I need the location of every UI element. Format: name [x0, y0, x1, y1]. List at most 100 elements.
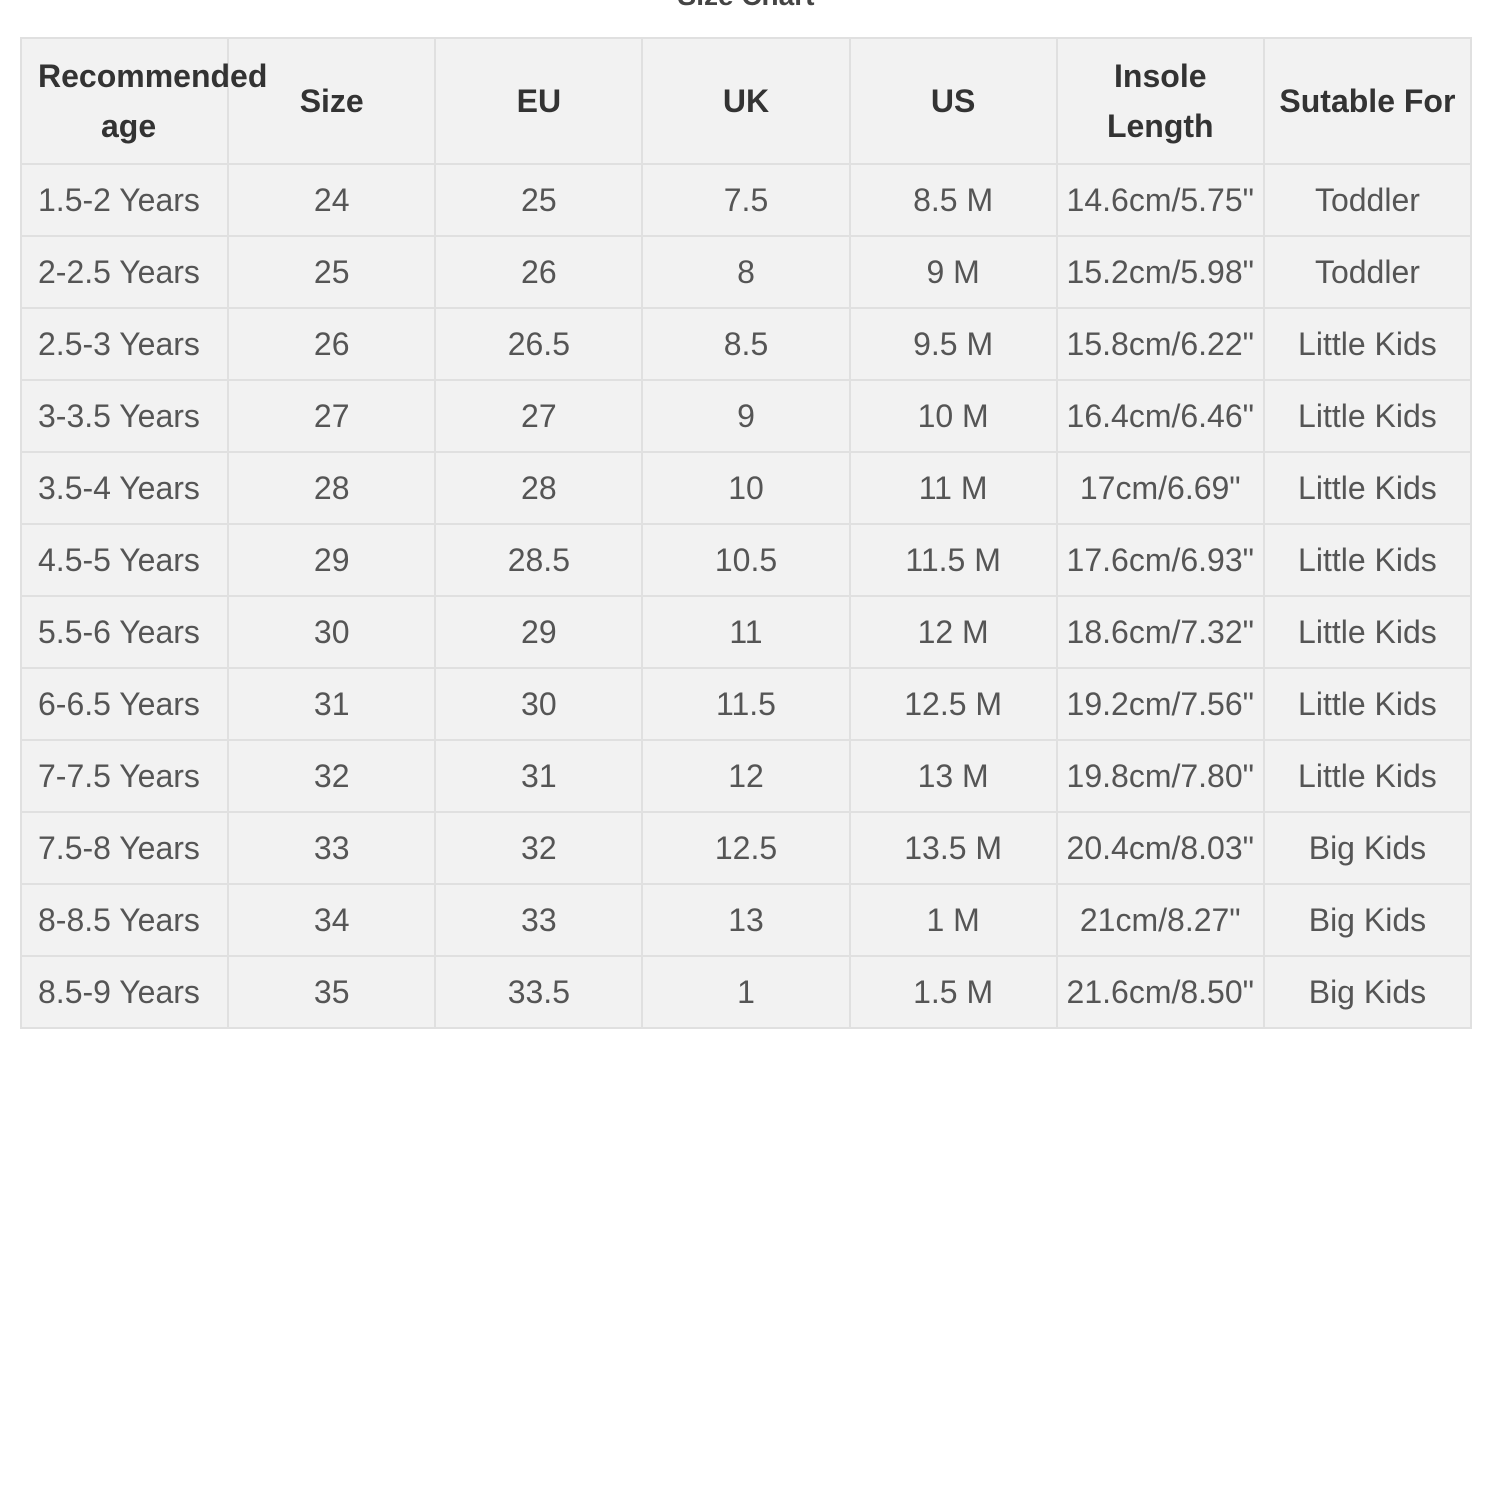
table-cell: Big Kids [1262, 811, 1473, 885]
table-cell: 25 [434, 163, 644, 237]
table-cell: 10 [641, 451, 851, 525]
table-cell: 33.5 [434, 955, 644, 1029]
table-row: 1.5-2 Years 24 25 7.5 8.5 M 14.6cm/5.75" Toddl… [19, 163, 1473, 237]
table-cell: 1 M [848, 883, 1058, 957]
table-cell: 2.5-3 Years [19, 307, 230, 381]
table-row: 3.5-4 Years 28 28 10 11 M 17cm/6.69" Little Ki… [19, 451, 1473, 525]
table-cell: 13 [641, 883, 851, 957]
table-cell: 31 [434, 739, 644, 813]
header-cell: Recommended age [19, 37, 267, 165]
table-cell: 11 M [848, 451, 1058, 525]
table-cell: 33 [434, 883, 644, 957]
header-cell: Insole Length [1055, 37, 1265, 165]
table-cell: 19.8cm/7.80" [1055, 739, 1265, 813]
table-cell: 26 [434, 235, 644, 309]
table-cell: 15.2cm/5.98" [1055, 235, 1265, 309]
table-cell: Big Kids [1262, 955, 1473, 1029]
table-cell: 34 [227, 883, 437, 957]
table-cell: 12.5 [641, 811, 851, 885]
table-cell: Little Kids [1262, 451, 1473, 525]
table-row: 4.5-5 Years 29 28.5 10.5 11.5 M 17.6cm/6.93" L… [19, 523, 1473, 597]
table-cell: 30 [227, 595, 437, 669]
table-cell: 28.5 [434, 523, 644, 597]
table-cell: 33 [227, 811, 437, 885]
table-cell: 9.5 M [848, 307, 1058, 381]
table-cell: 28 [227, 451, 437, 525]
table-cell: 10 M [848, 379, 1058, 453]
table-cell: Little Kids [1262, 379, 1473, 453]
table-row: 7.5-8 Years 33 32 12.5 13.5 M 20.4cm/8.03" Big… [19, 811, 1473, 885]
table-cell: 7-7.5 Years [19, 739, 230, 813]
table-cell: 21cm/8.27" [1055, 883, 1265, 957]
table-row: 8-8.5 Years 34 33 13 1 M 21cm/8.27" Big Kids [19, 883, 1473, 957]
table-cell: 8-8.5 Years [19, 883, 230, 957]
header-cell: Size [227, 37, 437, 165]
table-cell: 17.6cm/6.93" [1055, 523, 1265, 597]
table-cell: 12 [641, 739, 851, 813]
table-cell: 15.8cm/6.22" [1055, 307, 1265, 381]
table-cell: 8.5 M [848, 163, 1058, 237]
table-cell: 19.2cm/7.56" [1055, 667, 1265, 741]
table-cell: Little Kids [1262, 739, 1473, 813]
table-cell: 6-6.5 Years [19, 667, 230, 741]
table-cell: Little Kids [1262, 667, 1473, 741]
table-row: 3-3.5 Years 27 27 9 10 M 16.4cm/6.46" Little K… [19, 379, 1473, 453]
table-cell: 4.5-5 Years [19, 523, 230, 597]
table-cell: 28 [434, 451, 644, 525]
table-row: 7-7.5 Years 32 31 12 13 M 19.8cm/7.80" Little … [19, 739, 1473, 813]
header-cell: Sutable For [1262, 37, 1473, 165]
table-cell: Toddler [1262, 235, 1473, 309]
size-table: Recommended age Size EU UK US Insole Length Su… [19, 37, 1473, 1029]
table-header: Recommended age Size EU UK US Insole Length Su… [19, 37, 1473, 165]
table-cell: 14.6cm/5.75" [1055, 163, 1265, 237]
table-cell: 16.4cm/6.46" [1055, 379, 1265, 453]
table-cell: 17cm/6.69" [1055, 451, 1265, 525]
table-row: 8.5-9 Years 35 33.5 1 1.5 M 21.6cm/8.50" Big K… [19, 955, 1473, 1029]
table-cell: 1.5-2 Years [19, 163, 230, 237]
table-cell: 27 [434, 379, 644, 453]
table-cell: 12 M [848, 595, 1058, 669]
table-row: 2-2.5 Years 25 26 8 9 M 15.2cm/5.98" Toddler [19, 235, 1473, 309]
table-cell: Big Kids [1262, 883, 1473, 957]
table-cell: 11.5 M [848, 523, 1058, 597]
table-cell: 25 [227, 235, 437, 309]
table-row: 6-6.5 Years 31 30 11.5 12.5 M 19.2cm/7.56" Lit… [19, 667, 1473, 741]
table-cell: 8 [641, 235, 851, 309]
table-cell: 9 M [848, 235, 1058, 309]
table-cell: 8.5-9 Years [19, 955, 230, 1029]
table-cell: 1.5 M [848, 955, 1058, 1029]
table-cell: 1 [641, 955, 851, 1029]
table-cell: 20.4cm/8.03" [1055, 811, 1265, 885]
table-cell: Little Kids [1262, 523, 1473, 597]
table-cell: 27 [227, 379, 437, 453]
table-cell: 18.6cm/7.32" [1055, 595, 1265, 669]
table-cell: 35 [227, 955, 437, 1029]
table-cell: 7.5 [641, 163, 851, 237]
table-cell: 7.5-8 Years [19, 811, 230, 885]
header-cell: US [848, 37, 1058, 165]
table-cell: 11.5 [641, 667, 851, 741]
table-cell: 29 [227, 523, 437, 597]
header-row: Recommended age Size EU UK US Insole Length Su… [19, 37, 1473, 165]
table-cell: 24 [227, 163, 437, 237]
table-cell: 11 [641, 595, 851, 669]
header-cell: EU [434, 37, 644, 165]
table-cell: 31 [227, 667, 437, 741]
table-cell: 26 [227, 307, 437, 381]
table-cell: Little Kids [1262, 595, 1473, 669]
table-cell: 3.5-4 Years [19, 451, 230, 525]
table-row: 5.5-6 Years 30 29 11 12 M 18.6cm/7.32" Little … [19, 595, 1473, 669]
table-cell: 5.5-6 Years [19, 595, 230, 669]
table-cell: 12.5 M [848, 667, 1058, 741]
table-cell: 29 [434, 595, 644, 669]
table-body: 1.5-2 Years 24 25 7.5 8.5 M 14.6cm/5.75" Toddl… [19, 163, 1473, 1029]
table-row: 2.5-3 Years 26 26.5 8.5 9.5 M 15.8cm/6.22" Lit… [19, 307, 1473, 381]
table-cell: 3-3.5 Years [19, 379, 230, 453]
table-cell: Little Kids [1262, 307, 1473, 381]
table-cell: 10.5 [641, 523, 851, 597]
table-cell: 32 [434, 811, 644, 885]
table-cell: 2-2.5 Years [19, 235, 230, 309]
table-cell: 13.5 M [848, 811, 1058, 885]
table-cell: 9 [641, 379, 851, 453]
